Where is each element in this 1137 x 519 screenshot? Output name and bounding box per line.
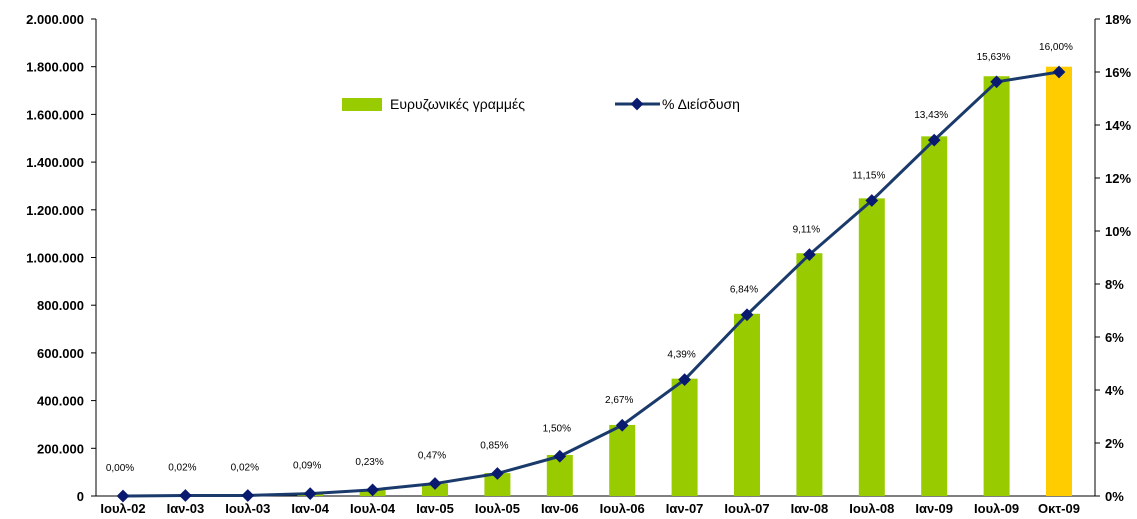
x-tick-label: Ιουλ-03 [225, 501, 270, 516]
x-tick-label: Ιαν-07 [666, 501, 704, 516]
x-tick-label: Ιουλ-02 [100, 501, 145, 516]
line-marker [116, 489, 130, 503]
plot-area: 0 200.000 400.000 600.000 800.000 1.000.000 1.… [26, 12, 1131, 516]
data-label: 0,02% [231, 462, 259, 473]
y-left-tick-label: 400.000 [37, 394, 84, 409]
y-right-tick-label: 14% [1105, 118, 1131, 133]
x-tick-label: Ιαν-04 [291, 501, 329, 516]
line-marker [865, 194, 879, 207]
y-left-tick-label: 1.000.000 [26, 251, 84, 266]
y-left-tick-label: 1.200.000 [26, 203, 84, 218]
y-right-tick-label: 18% [1105, 12, 1131, 27]
y-left-tick-label: 0 [77, 489, 84, 504]
legend-line-label: % Διείσδυση [662, 96, 740, 112]
data-label: 2,67% [605, 395, 633, 406]
line-marker [990, 75, 1003, 89]
line-marker [428, 477, 442, 490]
y-right-tick-label: 4% [1105, 383, 1124, 398]
y-left-tick-label: 1.600.000 [26, 107, 84, 122]
bar [796, 253, 823, 496]
x-tick-label: Ιαν-05 [416, 501, 454, 516]
data-label: 16,00% [1039, 42, 1073, 53]
legend-bar-swatch [342, 98, 382, 111]
bar [983, 76, 1010, 497]
line-marker [740, 308, 754, 322]
bar [921, 136, 948, 497]
y-right-tick-label: 10% [1105, 224, 1131, 239]
data-label: 1,50% [543, 423, 571, 434]
data-label: 4,39% [667, 350, 695, 361]
data-label: 0,47% [418, 451, 446, 462]
line-marker [1052, 65, 1066, 79]
line-marker [927, 133, 941, 147]
line-marker [615, 418, 629, 432]
x-tick-label: Ιουλ-09 [974, 501, 1019, 516]
legend: Ευρυζωνικές γραμμές % Διείσδυση [342, 96, 740, 112]
data-label: 15,63% [977, 52, 1011, 63]
data-label: 0,02% [168, 462, 196, 473]
bar [1046, 66, 1072, 496]
bar [734, 313, 760, 496]
data-label: 9,11% [793, 225, 821, 236]
y-left-tick-label: 1.800.000 [26, 60, 84, 75]
bar [671, 378, 698, 496]
y-left-tick-label: 1.400.000 [26, 155, 84, 170]
data-label: 0,00% [106, 463, 134, 474]
x-tick-label: Ιουλ-05 [475, 501, 520, 516]
y-right-tick-label: 12% [1105, 171, 1131, 186]
x-tick-label: Ιουλ-08 [849, 501, 894, 516]
line-marker [303, 487, 317, 500]
y-left-tick-label: 2.000.000 [26, 12, 84, 27]
y-left-tick-label: 600.000 [37, 346, 84, 361]
x-tick-label: Ιουλ-04 [350, 501, 396, 516]
line-marker [179, 489, 192, 502]
data-label: 0,85% [480, 440, 508, 451]
x-tick-label: Ιουλ-07 [724, 501, 769, 516]
y-left-tick-label: 800.000 [37, 298, 84, 313]
line-marker [491, 467, 504, 480]
legend-line-marker [630, 97, 644, 111]
y-right-tick-label: 6% [1105, 330, 1124, 345]
y-right-tick-label: 2% [1105, 436, 1124, 451]
x-tick-label: Ιαν-09 [915, 501, 953, 516]
data-label: 11,15% [852, 171, 885, 182]
line-marker [366, 483, 379, 497]
legend-bar-label: Ευρυζωνικές γραμμές [390, 96, 525, 112]
y-right-tick-label: 8% [1105, 277, 1124, 292]
bar [858, 198, 885, 497]
data-label: 13,43% [914, 110, 948, 121]
x-tick-label: Ιαν-08 [791, 501, 829, 516]
y-right-tick-label: 16% [1105, 65, 1131, 80]
x-tick-label: Οκτ-09 [1038, 501, 1080, 516]
bar [609, 424, 636, 496]
x-tick-label: Ιαν-06 [541, 501, 579, 516]
line-marker [678, 373, 691, 387]
y-left-tick-label: 200.000 [37, 441, 84, 456]
bar [484, 473, 511, 496]
x-tick-label: Ιαν-03 [167, 501, 205, 516]
data-label: 0,23% [355, 457, 383, 468]
line-marker [241, 489, 255, 502]
line-marker [803, 248, 816, 261]
series-line [122, 70, 1060, 498]
x-tick-label: Ιουλ-06 [600, 501, 645, 516]
y-right-tick-label: 0% [1105, 489, 1124, 504]
data-label: 6,84% [730, 285, 758, 296]
data-label: 0,09% [293, 461, 321, 472]
line-marker [553, 449, 567, 463]
